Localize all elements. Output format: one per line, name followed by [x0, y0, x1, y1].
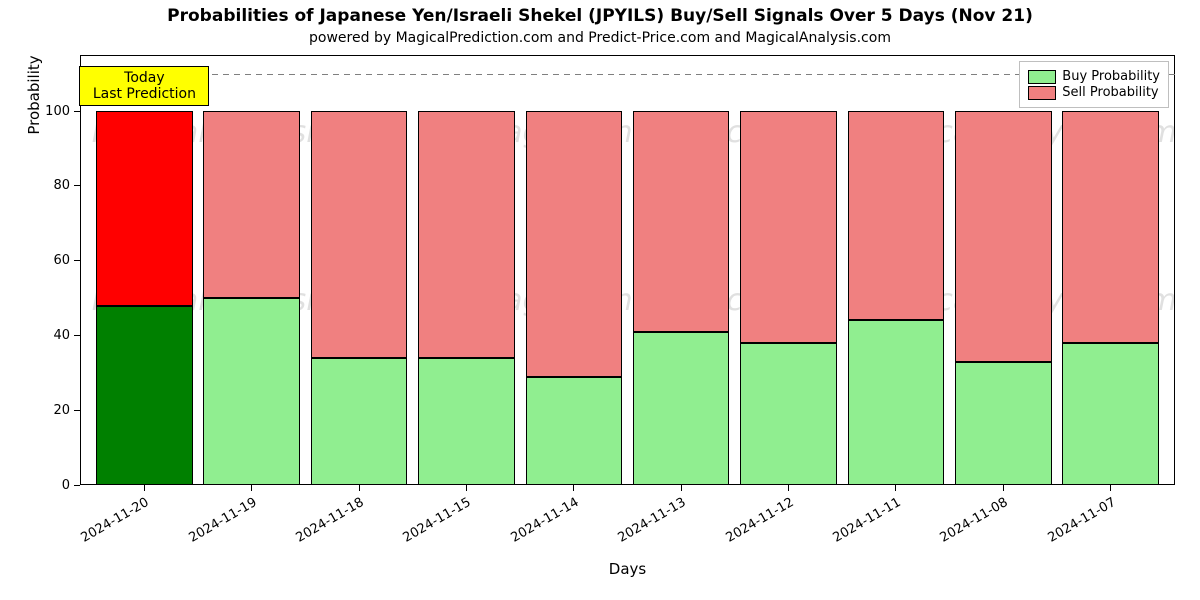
x-axis-label: Days	[80, 560, 1175, 578]
bar-sell	[848, 111, 945, 320]
xtick-label: 2024-11-12	[702, 495, 796, 558]
xtick-label: 2024-11-08	[917, 495, 1011, 558]
xtick-label: 2024-11-20	[58, 495, 152, 558]
bar-buy	[203, 298, 300, 485]
ytick-label: 0	[30, 478, 70, 493]
bar-buy	[526, 377, 623, 485]
xtick-label: 2024-11-11	[809, 495, 903, 558]
legend-swatch	[1028, 86, 1056, 100]
ytick-label: 100	[30, 104, 70, 119]
legend-label: Buy Probability	[1062, 69, 1160, 84]
chart-root: Probabilities of Japanese Yen/Israeli Sh…	[0, 0, 1200, 600]
today-annotation: TodayLast Prediction	[79, 66, 209, 106]
annotation-line-1: Today	[86, 70, 202, 86]
bar-buy	[848, 320, 945, 485]
xtick-mark	[144, 485, 145, 491]
xtick-mark	[681, 485, 682, 491]
xtick-label: 2024-11-15	[380, 495, 474, 558]
ytick-mark	[74, 260, 80, 261]
xtick-mark	[788, 485, 789, 491]
xtick-mark	[1003, 485, 1004, 491]
legend-swatch	[1028, 70, 1056, 84]
bar-sell	[740, 111, 837, 343]
bar-sell	[526, 111, 623, 376]
bar-buy	[740, 343, 837, 485]
ytick-label: 20	[30, 403, 70, 418]
legend-item: Buy Probability	[1028, 69, 1160, 84]
bar-buy	[96, 306, 193, 485]
xtick-mark	[895, 485, 896, 491]
legend: Buy ProbabilitySell Probability	[1019, 61, 1169, 108]
xtick-mark	[359, 485, 360, 491]
xtick-label: 2024-11-14	[487, 495, 581, 558]
reference-line	[80, 74, 1175, 75]
ytick-mark	[74, 185, 80, 186]
xtick-mark	[1110, 485, 1111, 491]
xtick-label: 2024-11-19	[165, 495, 259, 558]
ytick-label: 60	[30, 253, 70, 268]
bar-sell	[203, 111, 300, 298]
bar-buy	[633, 332, 730, 485]
xtick-label: 2024-11-13	[595, 495, 689, 558]
xtick-label: 2024-11-18	[273, 495, 367, 558]
bar-sell	[311, 111, 408, 358]
legend-item: Sell Probability	[1028, 85, 1160, 100]
bar-sell	[96, 111, 193, 305]
bar-sell	[1062, 111, 1159, 343]
ytick-label: 40	[30, 328, 70, 343]
xtick-mark	[251, 485, 252, 491]
bar-sell	[633, 111, 730, 332]
ytick-mark	[74, 111, 80, 112]
bar-buy	[311, 358, 408, 485]
bar-buy	[955, 362, 1052, 485]
annotation-line-2: Last Prediction	[86, 86, 202, 102]
bar-buy	[1062, 343, 1159, 485]
chart-subtitle: powered by MagicalPrediction.com and Pre…	[0, 30, 1200, 46]
ytick-mark	[74, 410, 80, 411]
xtick-mark	[466, 485, 467, 491]
bar-sell	[418, 111, 515, 358]
xtick-mark	[573, 485, 574, 491]
legend-label: Sell Probability	[1062, 85, 1158, 100]
chart-title: Probabilities of Japanese Yen/Israeli Sh…	[0, 6, 1200, 26]
bar-sell	[955, 111, 1052, 362]
bar-buy	[418, 358, 515, 485]
ytick-mark	[74, 485, 80, 486]
xtick-label: 2024-11-07	[1024, 495, 1118, 558]
ytick-mark	[74, 335, 80, 336]
ytick-label: 80	[30, 178, 70, 193]
